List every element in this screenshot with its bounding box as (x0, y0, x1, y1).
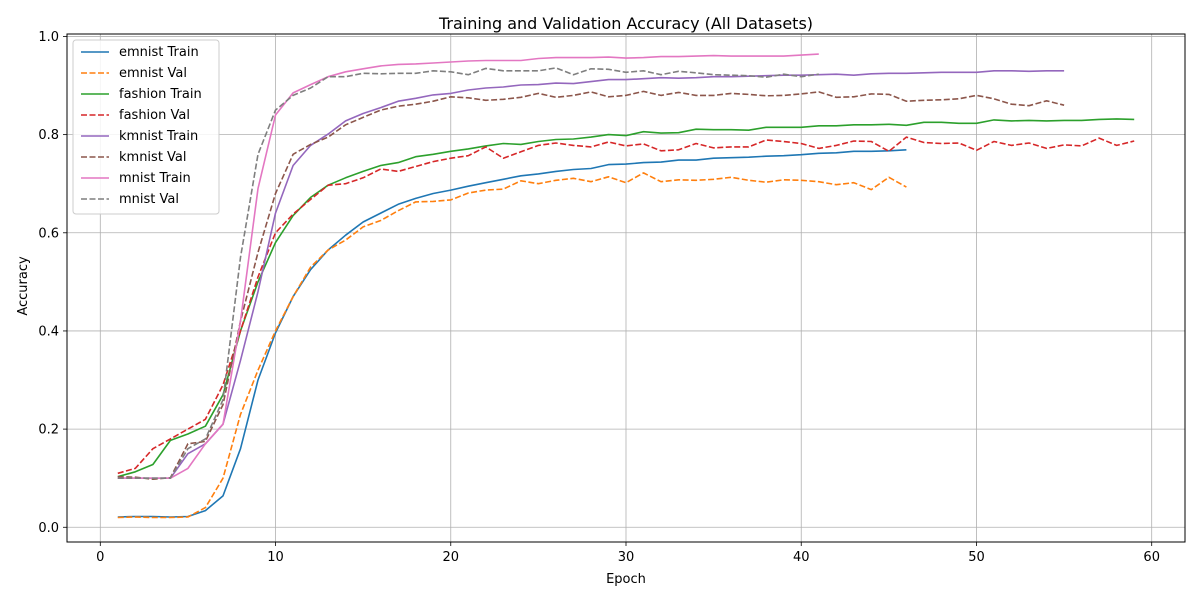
series-lines (117, 53, 1135, 519)
y-tick-label: 1.0 (38, 30, 59, 45)
series-line-kmnist-val (117, 90, 1065, 481)
x-axis-ticks: 0 10 20 30 40 50 60 (96, 542, 1160, 565)
legend-label: kmnist Train (119, 129, 198, 144)
y-tick-label: 0.8 (38, 128, 59, 143)
series-line-mnist-train (117, 53, 819, 480)
legend-label: fashion Val (119, 108, 190, 123)
y-tick-label: 0.4 (38, 324, 59, 339)
legend-label: kmnist Val (119, 150, 187, 165)
x-tick-label: 60 (1143, 550, 1160, 565)
y-axis-label: Accuracy (16, 256, 31, 316)
legend-label: mnist Val (119, 192, 179, 207)
x-tick-label: 50 (968, 550, 985, 565)
x-tick-label: 30 (618, 550, 635, 565)
grid (67, 34, 1185, 542)
y-tick-label: 0.6 (38, 226, 59, 241)
x-tick-label: 0 (96, 550, 104, 565)
x-tick-label: 10 (267, 550, 284, 565)
y-tick-label: 0.0 (38, 521, 59, 536)
series-line-kmnist-train (117, 70, 1065, 480)
series-line-mnist-val (117, 67, 819, 480)
series-line-fashion-val (117, 136, 1135, 475)
series-line-emnist-val (117, 172, 907, 519)
legend-label: fashion Train (119, 87, 202, 102)
legend-label: emnist Val (119, 66, 187, 81)
legend-label: mnist Train (119, 171, 191, 186)
legend-box (72, 39, 220, 215)
chart-title: Training and Validation Accuracy (All Da… (438, 14, 813, 33)
y-axis-ticks: 0.0 0.2 0.4 0.6 0.8 1.0 (38, 30, 67, 536)
y-tick-label: 0.2 (38, 423, 59, 438)
series-line-emnist-train (117, 149, 907, 518)
x-tick-label: 20 (442, 550, 459, 565)
series-line-fashion-train (117, 118, 1135, 478)
legend: emnist Train emnist Val fashion Train fashi… (72, 39, 220, 215)
x-tick-label: 40 (793, 550, 810, 565)
legend-label: emnist Train (119, 45, 199, 60)
x-axis-label: Epoch (606, 572, 646, 587)
